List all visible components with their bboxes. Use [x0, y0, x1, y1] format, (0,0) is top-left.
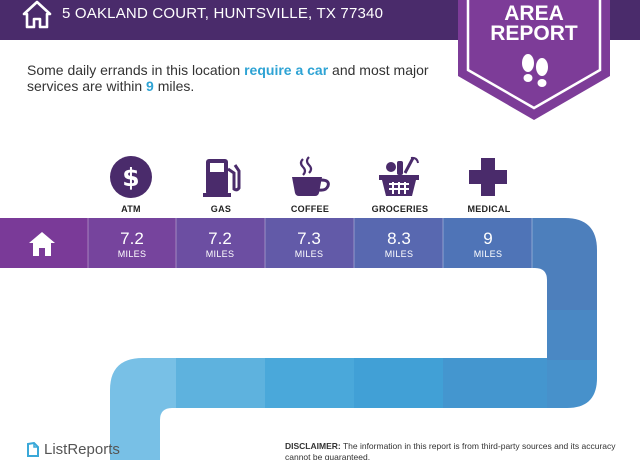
road-cell-atm [88, 218, 176, 268]
distance-unit-coffee: MILES [294, 249, 324, 259]
distance-road [0, 218, 597, 460]
road-segment-right [547, 310, 597, 360]
intro-highlight-miles: 9 [146, 78, 154, 94]
coffee-cup-icon [292, 156, 330, 196]
category-label-atm: ATM [121, 204, 141, 214]
shoes-icon [522, 54, 548, 87]
dollar-icon: $ [110, 156, 152, 198]
category-label-gas: GAS [210, 204, 232, 214]
grocery-basket-icon [379, 156, 419, 196]
badge-title-line2: REPORT [490, 22, 578, 45]
listreports-logo: ListReports [44, 441, 120, 458]
disclaimer: DISCLAIMER: The information in this repo… [285, 441, 616, 460]
category-label-groceries: GROCERIES [371, 204, 429, 214]
category-label-medical: MEDICAL [467, 204, 511, 214]
road-turn-right [532, 218, 597, 310]
category-label-coffee: COFFEE [290, 204, 330, 214]
area-report-badge [458, 0, 610, 120]
distance-unit-medical: MILES [473, 249, 503, 259]
distance-unit-gas: MILES [205, 249, 235, 259]
road-cell-bottom-4 [354, 358, 443, 408]
distance-unit-atm: MILES [117, 249, 147, 259]
home-icon [22, 0, 52, 29]
road-turn-left [110, 358, 176, 460]
road-cell-bottom-3 [265, 358, 354, 408]
gas-pump-icon [203, 159, 241, 197]
distance-value-atm: 7.2 [120, 229, 144, 248]
road-cell-gas [176, 218, 265, 268]
intro-text: Some daily errands in this location requ… [27, 62, 429, 94]
road-turn-bottom-right [547, 360, 597, 408]
home-cell-icon [29, 232, 55, 256]
distance-unit-groceries: MILES [384, 249, 414, 259]
distance-value-gas: 7.2 [208, 229, 232, 248]
distance-value-coffee: 7.3 [297, 229, 321, 248]
road-cell-bottom-5 [443, 358, 547, 408]
svg-text:$: $ [122, 163, 139, 192]
road-cell-groceries [354, 218, 443, 268]
road-cell-medical [443, 218, 532, 268]
road-cell-bottom-2 [176, 358, 265, 408]
road-cell-coffee [265, 218, 354, 268]
badge-title-line1: AREA [504, 2, 564, 25]
address-text: 5 OAKLAND COURT, HUNTSVILLE, TX 77340 [62, 5, 384, 22]
listreports-logo-icon [27, 442, 39, 457]
medical-cross-icon [469, 158, 507, 196]
intro-highlight-car: require a car [244, 62, 329, 78]
distance-value-medical: 9 [483, 229, 493, 248]
distance-value-groceries: 8.3 [387, 229, 411, 248]
